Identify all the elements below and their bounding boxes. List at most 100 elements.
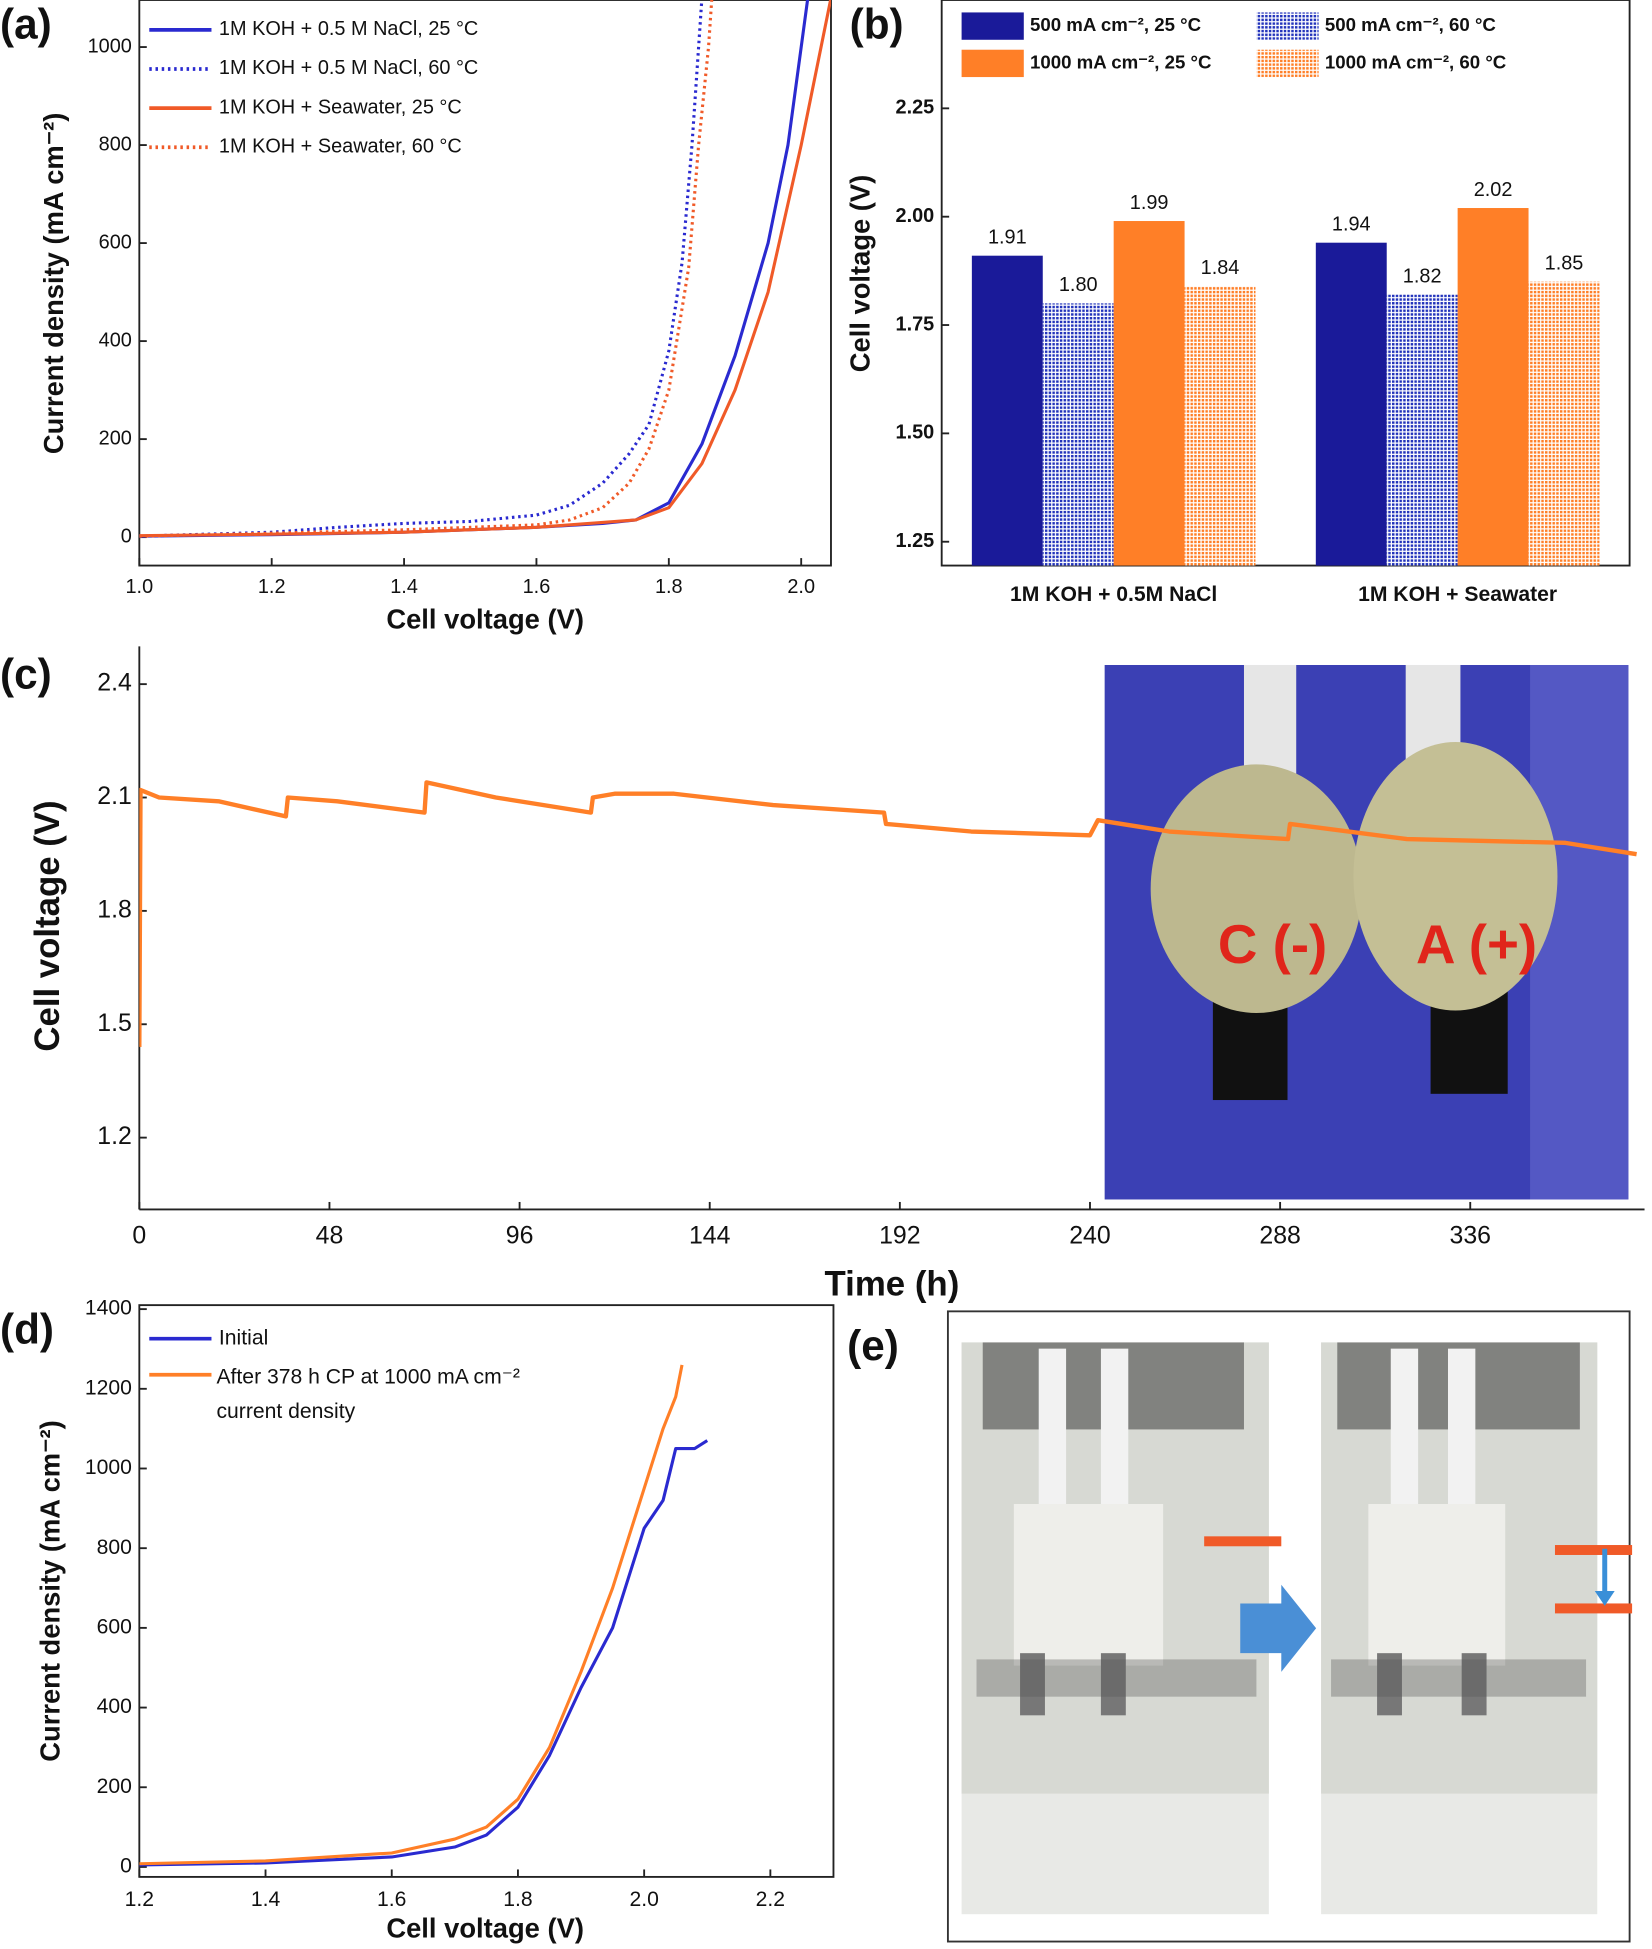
y-tick-label: 2.4 <box>97 669 132 697</box>
photo-block <box>1013 1504 1164 1666</box>
legend-label: 1M KOH + Seawater, 60 °C <box>219 136 462 158</box>
plot-lines <box>139 0 831 538</box>
legend-swatch <box>1256 12 1319 40</box>
y-tick-label: 1200 <box>85 1376 132 1399</box>
photo-band <box>976 1659 1257 1697</box>
bar <box>971 255 1043 566</box>
y-tick-label: 600 <box>97 1615 132 1638</box>
line-series <box>139 0 810 538</box>
panel-label: (a) <box>0 1 52 48</box>
legend-label: 1M KOH + 0.5 M NaCl, 25 °C <box>219 18 478 40</box>
inset-photo: C (-) A (+) <box>1104 664 1629 1200</box>
y-axis-label: Cell voltage (V) <box>28 800 67 1051</box>
y-tick-label: 1000 <box>88 35 132 57</box>
x-tick-label: 336 <box>1449 1221 1491 1249</box>
y-tick-label: 1.50 <box>896 422 935 444</box>
panel-label: (b) <box>850 1 904 48</box>
bar <box>1386 294 1458 566</box>
bar <box>1113 221 1185 566</box>
x-tick-label: 48 <box>316 1221 344 1249</box>
legend-label: 500 mA cm⁻², 25 °C <box>1030 14 1201 35</box>
plot-frame <box>138 0 832 567</box>
x-tick-label: 0 <box>132 1221 146 1249</box>
line-series <box>139 0 831 538</box>
x-tick-label: 288 <box>1259 1221 1301 1249</box>
y-tick-label: 1.8 <box>97 895 132 923</box>
x-tick-label: 1.6 <box>377 1888 406 1911</box>
line-series <box>139 1439 709 1867</box>
plot-frame <box>940 0 1631 567</box>
x-tick-label: 1.8 <box>655 576 683 598</box>
x-tick-label: 1.4 <box>251 1888 281 1911</box>
x-tick-label: 1.2 <box>125 1888 154 1911</box>
plot-lines <box>139 1364 709 1867</box>
bar <box>1528 281 1600 566</box>
panel-label: (e) <box>847 1322 899 1369</box>
legend-label: 1M KOH + 0.5 M NaCl, 60 °C <box>219 57 478 79</box>
panel-label: (d) <box>0 1306 54 1353</box>
y-tick-label: 800 <box>99 133 132 155</box>
x-tick-label: 2.2 <box>756 1888 785 1911</box>
y-tick-label: 0 <box>120 1855 132 1878</box>
value-label: 1.82 <box>1403 266 1442 288</box>
y-tick-label: 1.2 <box>97 1122 132 1150</box>
line-series <box>139 780 1637 1047</box>
legend-label: 1M KOH + Seawater, 25 °C <box>219 96 462 118</box>
line-series <box>139 0 714 538</box>
plot-frame <box>138 1304 835 1878</box>
panel-e <box>946 1310 1633 1943</box>
photo-tube <box>1390 1348 1419 1523</box>
x-tick-label: 1.0 <box>125 576 153 598</box>
value-label: 1.94 <box>1332 214 1371 236</box>
y-tick-label: 2.25 <box>896 97 935 119</box>
level-marker <box>1554 1603 1633 1614</box>
legend-swatch <box>961 12 1024 40</box>
y-tick-label: 200 <box>97 1775 132 1798</box>
y-tick-label: 1.25 <box>896 530 935 552</box>
photo-electrode <box>1100 1653 1126 1716</box>
value-label: 1.84 <box>1201 257 1240 279</box>
panel-label: (c) <box>0 651 52 698</box>
photo-sealant <box>1353 742 1558 1011</box>
level-marker <box>1204 1536 1282 1547</box>
x-tick-label: 2.0 <box>629 1888 658 1911</box>
y-tick-label: 400 <box>99 329 132 351</box>
y-tick-label: 400 <box>97 1695 132 1718</box>
x-tick-label: 1.6 <box>523 576 551 598</box>
legend-swatch <box>961 49 1024 78</box>
photo-tube <box>1447 1348 1476 1523</box>
plot-lines <box>139 780 1637 1047</box>
value-label: 1.91 <box>988 227 1027 249</box>
x-axis-label: Time (h) <box>825 1265 960 1304</box>
photo-tube <box>1100 1348 1129 1523</box>
photo-band <box>1331 1659 1587 1697</box>
y-tick-label: 800 <box>97 1536 132 1559</box>
bar <box>1042 303 1114 566</box>
y-tick-label: 1.75 <box>896 313 935 335</box>
y-tick-label: 2.1 <box>97 782 132 810</box>
photo-electrode <box>1461 1653 1487 1716</box>
x-tick-label: 192 <box>879 1221 921 1249</box>
value-label: 2.02 <box>1474 179 1513 201</box>
photo-sealant <box>1150 764 1363 1014</box>
legend-label: After 378 h CP at 1000 mA cm⁻² current d… <box>216 1364 520 1424</box>
legend-label: 1000 mA cm⁻², 25 °C <box>1030 51 1211 72</box>
x-tick-label: 240 <box>1069 1221 1111 1249</box>
legend-label: Initial <box>219 1326 268 1349</box>
value-label: 1.80 <box>1059 274 1098 296</box>
legend-label: 500 mA cm⁻², 60 °C <box>1325 14 1496 35</box>
x-tick-label: 144 <box>689 1221 731 1249</box>
photo-block <box>1368 1504 1506 1666</box>
y-axis-label: Cell voltage (V) <box>844 175 875 372</box>
inset-label: C (-) <box>1218 913 1327 975</box>
x-tick-label: 1.8 <box>503 1888 532 1911</box>
y-tick-label: 2.00 <box>896 205 935 227</box>
x-tick-label: 2.0 <box>787 576 815 598</box>
photo-electrode <box>1020 1653 1045 1716</box>
bar <box>1315 242 1387 566</box>
x-tick-label: 1M KOH + Seawater <box>1358 583 1557 606</box>
line-series <box>139 1364 684 1866</box>
legend-label-box: After 378 h CP at 1000 mA cm⁻² current d… <box>216 1364 520 1424</box>
